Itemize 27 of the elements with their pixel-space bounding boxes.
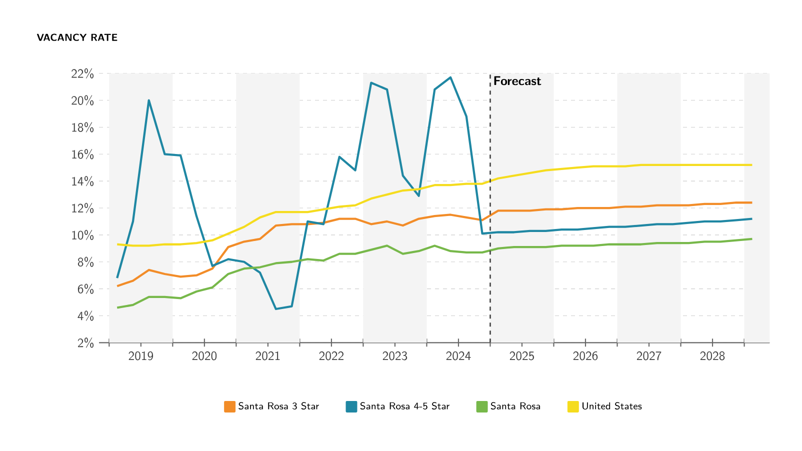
x-tick-label: 2020 xyxy=(192,352,217,360)
y-tick-label: 2% xyxy=(78,338,94,348)
x-tick-label: 2022 xyxy=(319,352,344,360)
y-tick-label: 14% xyxy=(72,176,94,186)
legend-label: Santa Rosa 3 Star xyxy=(238,402,319,410)
x-tick-label: 2027 xyxy=(636,352,662,360)
x-tick-label: 2028 xyxy=(700,352,725,360)
chart-title: VACANCY RATE xyxy=(36,34,118,42)
x-tick-label: 2023 xyxy=(382,352,408,360)
y-tick-label: 10% xyxy=(72,230,94,240)
y-tick-label: 20% xyxy=(72,95,94,106)
x-tick-label: 2019 xyxy=(128,352,154,360)
legend-label: Santa Rosa xyxy=(490,402,540,410)
y-tick-label: 22% xyxy=(72,68,94,79)
x-tick-label: 2026 xyxy=(573,352,598,360)
x-tick-label: 2025 xyxy=(510,352,534,360)
legend-label: United States xyxy=(582,402,642,410)
y-tick-label: 12% xyxy=(72,203,94,214)
y-tick-label: 8% xyxy=(78,256,94,268)
y-tick-label: 6% xyxy=(78,284,94,294)
y-tick-label: 16% xyxy=(72,149,94,160)
y-tick-label: 18% xyxy=(72,122,94,132)
x-tick-label: 2024 xyxy=(446,352,471,360)
legend-label: Santa Rosa 4-5 Star xyxy=(360,402,450,410)
x-tick-label: 2021 xyxy=(256,352,280,360)
ref-line-label: Forecast xyxy=(494,76,542,86)
y-tick-label: 4% xyxy=(78,310,94,322)
